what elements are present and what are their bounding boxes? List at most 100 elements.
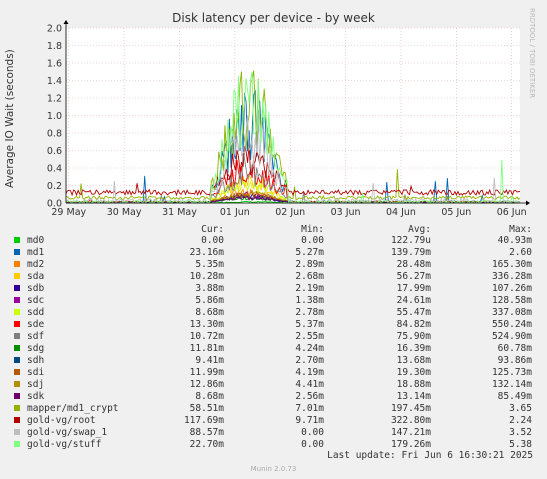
legend-cur-value: 5.35m (195, 259, 224, 270)
legend-swatch (14, 345, 20, 351)
legend-max-value: 132.14m (491, 379, 532, 390)
legend-swatch (14, 333, 20, 339)
legend-min-value: 9.71m (295, 415, 324, 426)
y-tick-label: 0.8 (47, 129, 62, 140)
legend-row: sdc 5.86m 1.38m 24.61m 128.58m (14, 295, 534, 307)
legend-row: sdd 8.68m 2.78m 55.47m 337.08m (14, 307, 534, 319)
y-axis-label: Average IO Wait (seconds) (4, 49, 16, 188)
legend-min-value: 0.00 (301, 427, 324, 438)
legend-swatch (14, 429, 20, 435)
legend-max-value: 337.08m (491, 307, 532, 318)
legend-cur-value: 22.70m (189, 439, 224, 450)
legend-name: sde (27, 319, 45, 330)
legend-min-value: 4.19m (295, 367, 324, 378)
legend-name: sdk (27, 391, 45, 402)
legend-row: gold-vg/swap_1 88.57m 0.00 147.21m 3.52 (14, 427, 534, 439)
x-tick-label: 05 Jun (441, 207, 471, 218)
y-tick-label: 2.0 (47, 24, 62, 35)
y-tick-label: 0.4 (47, 164, 62, 175)
legend-max-value: 2.24 (509, 415, 532, 426)
legend-row: md0 0.00 0.00 122.79u 40.93m (14, 235, 534, 247)
legend-avg-value: 75.90m (396, 331, 431, 342)
legend-min-value: 2.68m (295, 271, 324, 282)
legend-name: sdd (27, 307, 45, 318)
x-tick-label: 30 May (107, 207, 142, 218)
legend-min-value: 2.19m (295, 283, 324, 294)
legend-cur-value: 10.72m (189, 331, 224, 342)
legend-swatch (14, 321, 20, 327)
munin-version: Munin 2.0.73 (250, 465, 297, 473)
legend-avg-value: 122.79u (390, 235, 431, 246)
y-tick-label: 1.4 (47, 76, 62, 87)
legend-swatch (14, 249, 20, 255)
legend-name: sdi (27, 367, 45, 378)
legend-swatch (14, 297, 20, 303)
legend-cur-value: 23.16m (189, 247, 224, 258)
legend-avg-value: 322.80m (390, 415, 431, 426)
legend-max-value: 125.73m (491, 367, 532, 378)
legend-name: md0 (27, 235, 45, 246)
tick-labels: 0.0 0.2 0.4 0.6 0.8 1.0 1.2 1.4 1.6 1.8 2.0 29 May 3… (47, 24, 527, 219)
legend-cur-value: 9.41m (195, 355, 224, 366)
legend-name: sdc (27, 295, 45, 306)
legend-swatch (14, 309, 20, 315)
legend-cur-value: 11.81m (189, 343, 224, 354)
legend-avg-value: 197.45m (390, 403, 431, 414)
legend-row: sdi 11.99m 4.19m 19.30m 125.73m (14, 367, 534, 379)
legend-row: sdf 10.72m 2.55m 75.90m 524.90m (14, 331, 534, 343)
legend-avg-value: 147.21m (390, 427, 431, 438)
legend-min-value: 4.24m (295, 343, 324, 354)
y-tick-label: 1.6 (47, 59, 62, 70)
legend-row: sde 13.30m 5.37m 84.82m 550.24m (14, 319, 534, 331)
legend-name: sdj (27, 379, 45, 390)
legend-swatch (14, 405, 20, 411)
legend-avg-value: 55.47m (396, 307, 431, 318)
legend-name: mapper/md1_crypt (27, 403, 119, 414)
legend-avg-value: 13.68m (396, 355, 431, 366)
legend-max-value: 60.78m (497, 343, 532, 354)
legend-row: sdg 11.81m 4.24m 16.39m 60.78m (14, 343, 534, 355)
legend-max-value: 3.52 (509, 427, 532, 438)
legend-row: sdb 3.88m 2.19m 17.99m 107.26m (14, 283, 534, 295)
legend-swatch (14, 357, 20, 363)
rrdtool-watermark: RRDTOOL / TOBI OETIKER (528, 8, 536, 99)
x-axis-arrow (526, 200, 530, 206)
last-update: Last update: Fri Jun 6 16:30:21 2025 (327, 450, 533, 461)
legend-swatch (14, 441, 20, 447)
y-tick-label: 0.6 (47, 146, 62, 157)
x-tick-label: 02 Jun (275, 207, 305, 218)
legend-name: sdb (27, 283, 45, 294)
grid (66, 27, 520, 203)
legend-min-value: 1.38m (295, 295, 324, 306)
legend-name: sda (27, 271, 45, 282)
y-tick-label: 1.8 (47, 41, 62, 52)
legend-name: gold-vg/stuff (27, 439, 102, 450)
x-tick-label: 03 Jun (331, 207, 361, 218)
plot-background (66, 28, 520, 203)
legend-row: gold-vg/root 117.69m 9.71m 322.80m 2.24 (14, 415, 534, 427)
legend-cur-value: 88.57m (189, 427, 224, 438)
legend-max-value: 3.65 (509, 403, 532, 414)
legend-avg-value: 16.39m (396, 343, 431, 354)
legend-swatch (14, 393, 20, 399)
legend-max-value: 524.90m (491, 331, 532, 342)
legend-min-value: 5.37m (295, 319, 324, 330)
legend-row: md1 23.16m 5.27m 139.79m 2.60 (14, 247, 534, 259)
legend-max-value: 2.60 (509, 247, 532, 258)
legend-swatch (14, 261, 20, 267)
x-tick-label: 31 May (162, 207, 197, 218)
y-tick-label: 1.0 (47, 111, 62, 122)
legend-name: md1 (27, 247, 45, 258)
legend-swatch (14, 273, 20, 279)
legend-max-value: 128.58m (491, 295, 532, 306)
legend-row: md2 5.35m 2.89m 28.48m 165.30m (14, 259, 534, 271)
legend-cur-value: 58.51m (189, 403, 224, 414)
legend-swatch (14, 381, 20, 387)
legend-swatch (14, 369, 20, 375)
legend-row: gold-vg/stuff 22.70m 0.00 179.26m 5.38 (14, 439, 534, 451)
legend-name: gold-vg/swap_1 (27, 427, 108, 438)
legend-max-value: 336.28m (491, 271, 532, 282)
legend-avg-value: 84.82m (396, 319, 431, 330)
legend-avg-value: 17.99m (396, 283, 431, 294)
y-axis-arrow (63, 20, 69, 24)
